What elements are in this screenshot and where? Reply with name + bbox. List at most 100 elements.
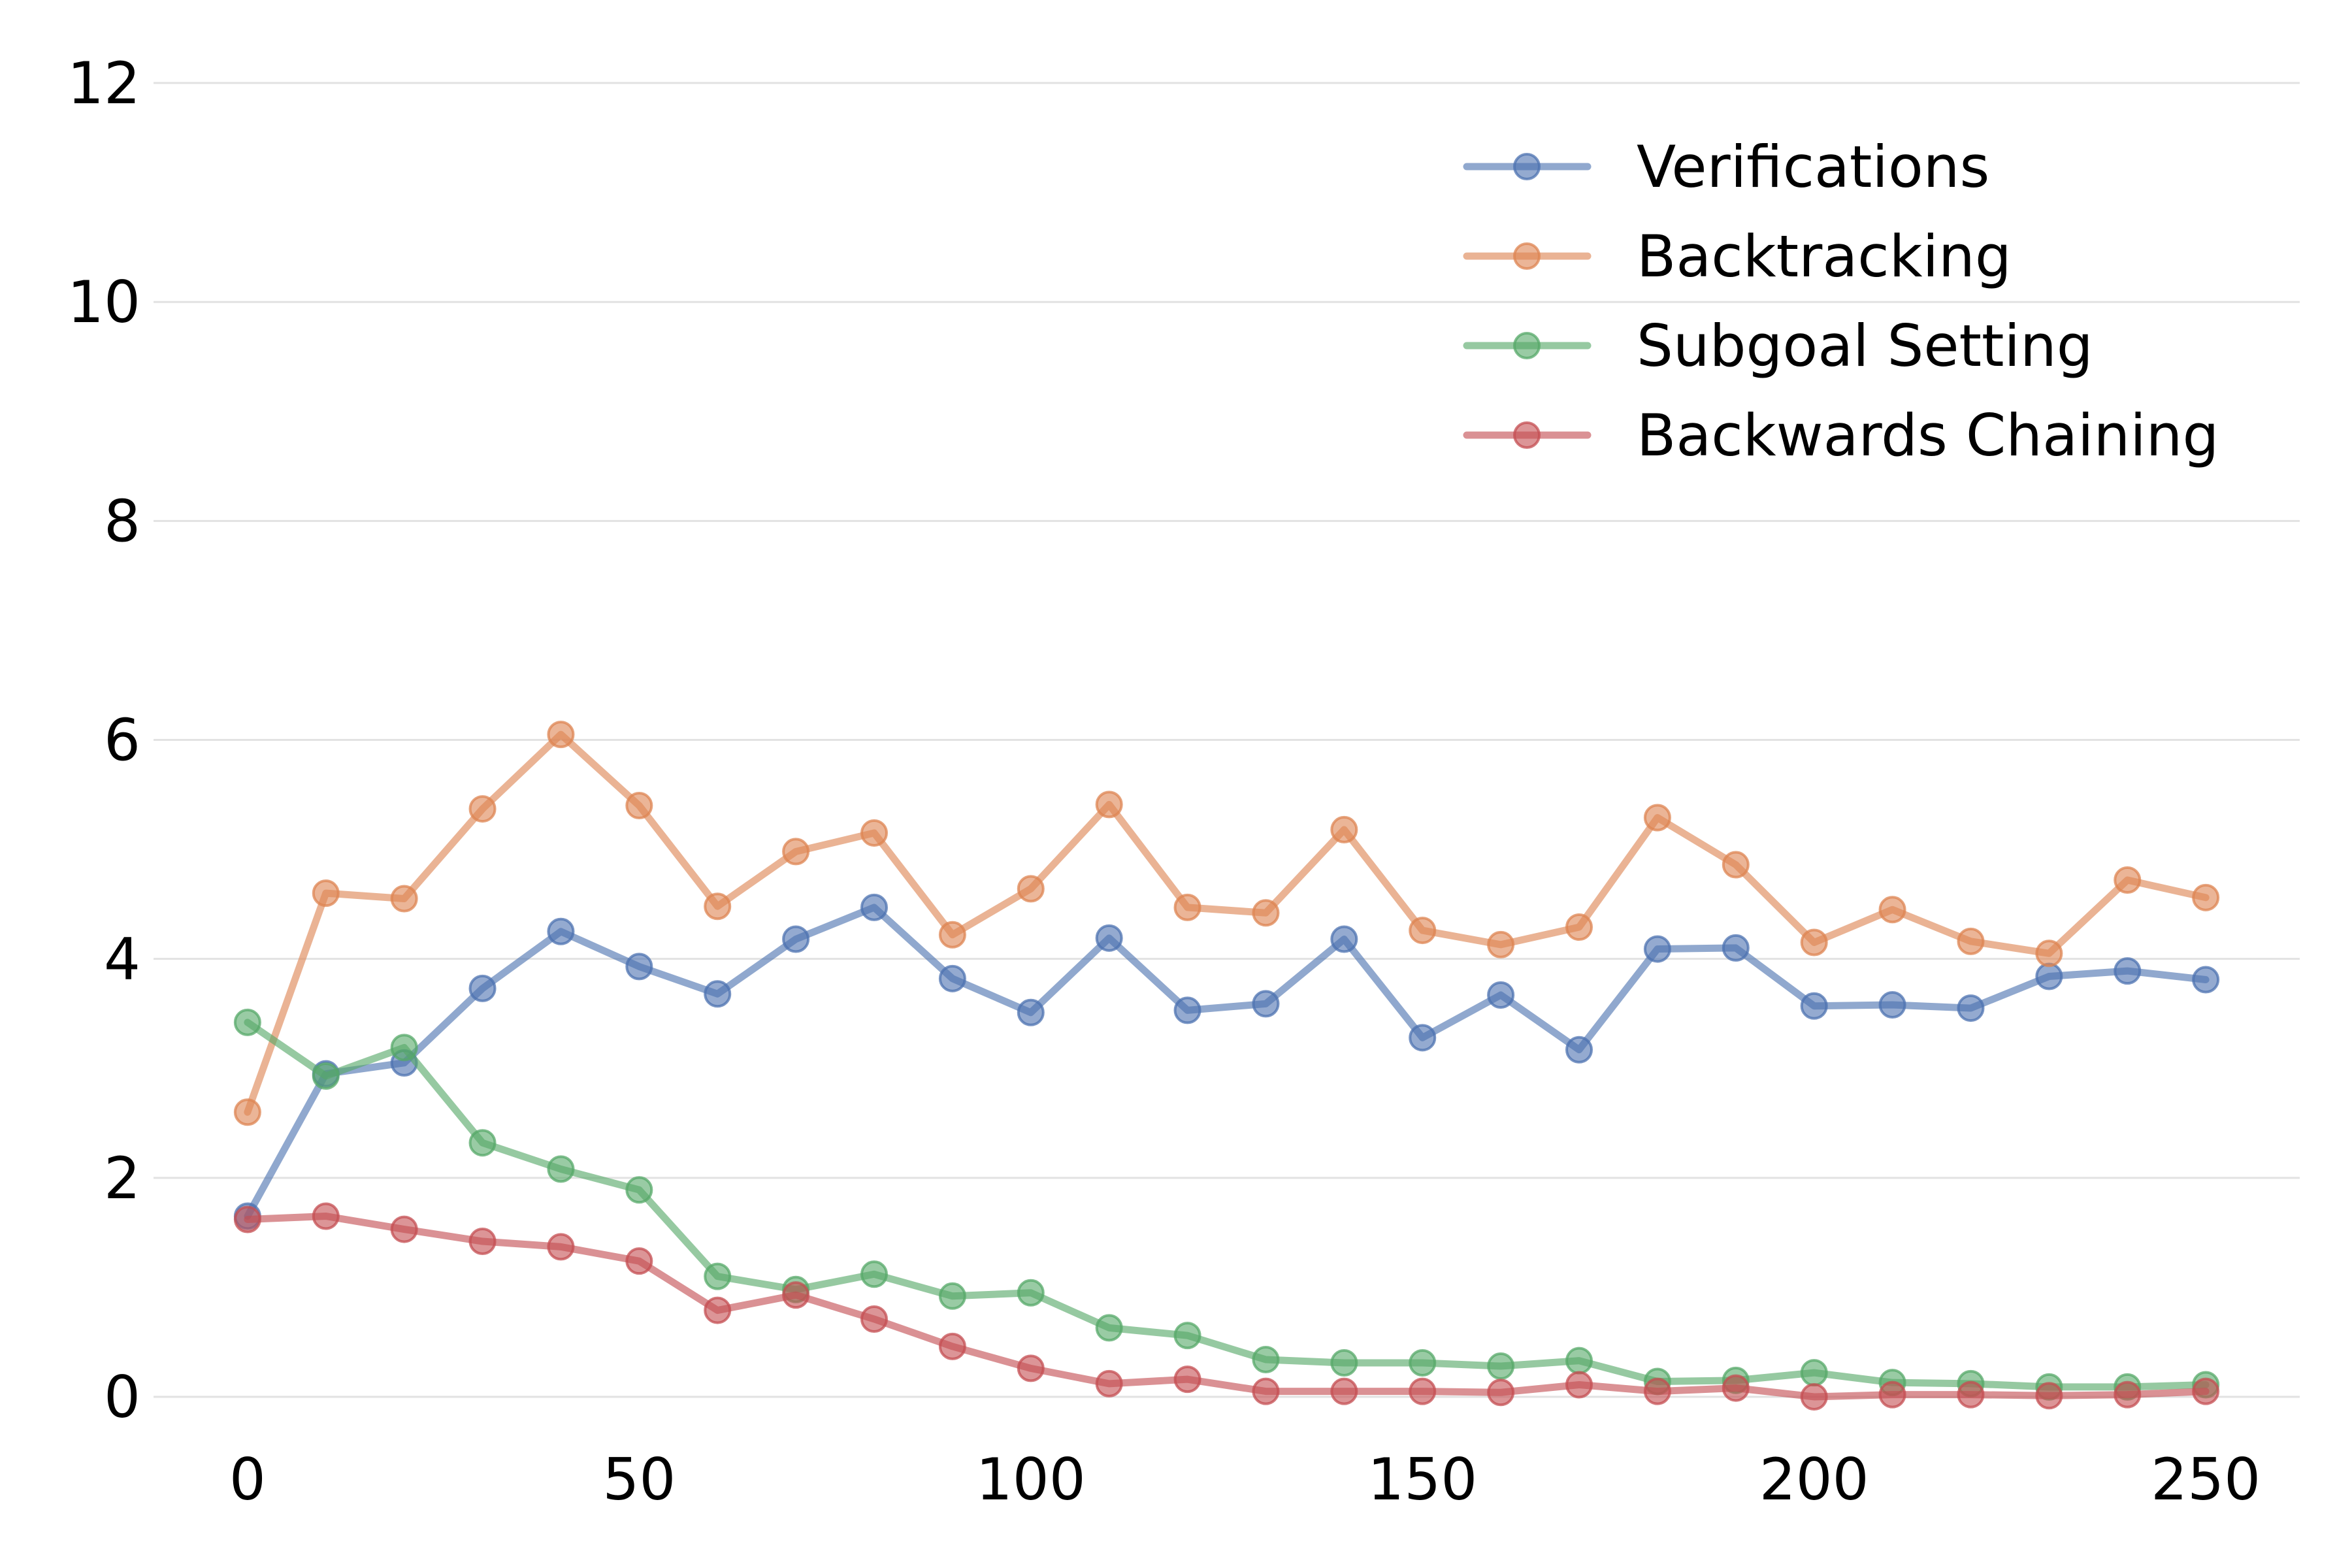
data-point-verifications: [1487, 981, 1515, 1009]
data-point-backtracking: [1252, 899, 1280, 927]
data-point-verifications: [1800, 992, 1828, 1020]
data-point-backtracking: [547, 721, 575, 749]
data-point-verifications: [1957, 994, 1985, 1022]
legend-label: Verifications: [1637, 133, 1989, 201]
data-point-backtracking: [860, 819, 888, 847]
data-point-verifications: [1878, 991, 1906, 1019]
data-point-backwards-chaining: [2035, 1382, 2063, 1410]
legend-item-backwards-chaining: Backwards Chaining: [1463, 402, 2219, 469]
data-point-backwards-chaining: [625, 1247, 653, 1275]
data-point-verifications: [1565, 1036, 1593, 1064]
data-point-verifications: [625, 953, 653, 981]
data-point-verifications: [1330, 925, 1358, 953]
y-tick-label: 12: [67, 50, 140, 117]
data-point-backtracking: [625, 792, 653, 820]
legend-item-backtracking: Backtracking: [1463, 223, 2012, 290]
data-point-backtracking: [233, 1098, 261, 1126]
data-point-backwards-chaining: [2192, 1377, 2220, 1405]
x-tick-label: 0: [229, 1446, 266, 1513]
data-point-backtracking: [1017, 875, 1045, 903]
data-point-backwards-chaining: [860, 1305, 888, 1333]
data-point-subgoal-setting: [1330, 1349, 1358, 1377]
legend-marker: [1513, 332, 1541, 359]
x-tick-label: 150: [1367, 1446, 1477, 1513]
data-point-subgoal-setting: [1095, 1314, 1123, 1342]
data-point-backtracking: [782, 838, 810, 866]
legend-marker: [1513, 153, 1541, 180]
data-point-verifications: [547, 917, 575, 945]
data-point-backtracking: [2114, 866, 2142, 894]
data-point-verifications: [938, 964, 966, 992]
data-point-subgoal-setting: [1565, 1347, 1593, 1375]
legend-marker: [1513, 242, 1541, 270]
legend-marker: [1513, 421, 1541, 449]
data-point-verifications: [2035, 962, 2063, 990]
data-point-verifications: [860, 893, 888, 921]
legend: Verifications Backtracking Subgoal Setting…: [1463, 133, 2219, 469]
data-point-backtracking: [1409, 917, 1437, 945]
data-point-backtracking: [1722, 851, 1750, 879]
data-point-subgoal-setting: [938, 1282, 966, 1310]
legend-item-verifications: Verifications: [1463, 133, 1989, 201]
data-point-backwards-chaining: [1330, 1377, 1358, 1405]
data-point-backwards-chaining: [1800, 1382, 1828, 1411]
data-point-backtracking: [938, 921, 966, 949]
data-point-backwards-chaining: [233, 1205, 261, 1233]
data-point-subgoal-setting: [1409, 1349, 1437, 1377]
data-point-subgoal-setting: [704, 1262, 732, 1290]
data-point-subgoal-setting: [1252, 1345, 1280, 1373]
data-point-subgoal-setting: [1173, 1322, 1201, 1350]
data-point-verifications: [1409, 1024, 1437, 1052]
data-point-subgoal-setting: [1487, 1352, 1515, 1380]
data-point-backwards-chaining: [1252, 1377, 1280, 1405]
data-point-backtracking: [1878, 896, 1906, 924]
legend-label: Subgoal Setting: [1637, 312, 2093, 380]
data-point-backwards-chaining: [1095, 1369, 1123, 1397]
data-point-backtracking: [1957, 927, 1985, 955]
data-point-backtracking: [1487, 930, 1515, 958]
data-point-subgoal-setting: [1017, 1279, 1045, 1307]
data-point-verifications: [468, 974, 497, 1002]
data-point-backwards-chaining: [1565, 1371, 1593, 1399]
data-point-subgoal-setting: [468, 1129, 497, 1157]
data-point-backwards-chaining: [1487, 1379, 1515, 1407]
data-point-backwards-chaining: [547, 1233, 575, 1261]
y-tick-label: 4: [104, 926, 140, 993]
y-tick-label: 10: [67, 269, 140, 336]
data-point-backtracking: [1173, 893, 1201, 921]
y-tick-label: 0: [104, 1364, 140, 1431]
data-point-backwards-chaining: [1017, 1354, 1045, 1382]
data-point-subgoal-setting: [625, 1176, 653, 1204]
data-point-backwards-chaining: [1409, 1377, 1437, 1405]
series-layer: [233, 721, 2220, 1411]
y-axis-tick-labels: 0 2 4 6 8 10 12: [67, 50, 140, 1431]
data-point-backtracking: [390, 885, 418, 913]
data-point-verifications: [2192, 966, 2220, 994]
legend-label: Backwards Chaining: [1637, 402, 2219, 469]
data-point-subgoal-setting: [547, 1155, 575, 1183]
x-tick-label: 200: [1759, 1446, 1869, 1513]
data-point-backtracking: [1095, 791, 1123, 819]
data-point-subgoal-setting: [860, 1260, 888, 1288]
data-point-verifications: [1643, 935, 1671, 963]
series-line-subgoal-setting: [244, 1019, 2210, 1391]
legend-item-subgoal-setting: Subgoal Setting: [1463, 312, 2093, 380]
data-point-verifications: [1173, 996, 1201, 1024]
data-point-backwards-chaining: [1957, 1380, 1985, 1409]
data-point-backtracking: [312, 879, 340, 907]
data-point-backwards-chaining: [1722, 1374, 1750, 1402]
series-line-backtracking: [244, 730, 2210, 1116]
series-line-backwards-chaining: [244, 1212, 2210, 1401]
series-line-verifications: [244, 904, 2210, 1220]
data-point-verifications: [1095, 924, 1123, 952]
data-point-subgoal-setting: [312, 1062, 340, 1090]
data-point-verifications: [1252, 990, 1280, 1018]
x-tick-label: 100: [976, 1446, 1086, 1513]
data-point-backwards-chaining: [938, 1332, 966, 1360]
data-point-backtracking: [1800, 928, 1828, 956]
data-point-backtracking: [1330, 815, 1358, 843]
series-backtracking: [233, 721, 2220, 1126]
data-point-subgoal-setting: [1800, 1359, 1828, 1387]
data-point-backtracking: [1565, 913, 1593, 941]
